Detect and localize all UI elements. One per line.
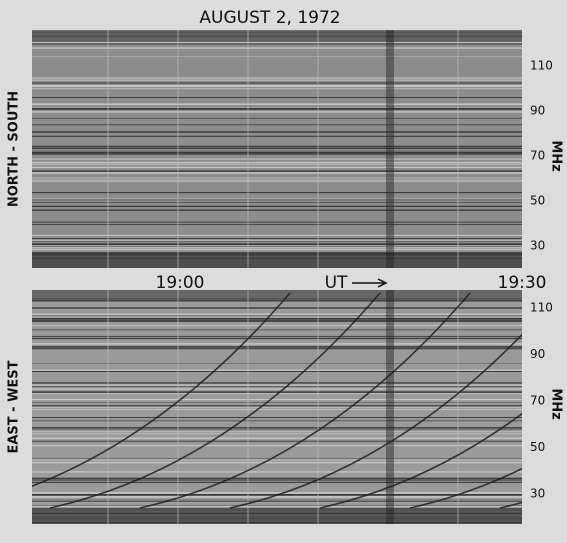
drift-track bbox=[409, 467, 522, 509]
tick-label: 50 bbox=[530, 194, 545, 208]
panel-north-south bbox=[32, 29, 522, 268]
tick-label: 30 bbox=[530, 239, 545, 253]
burst bbox=[386, 290, 394, 524]
axis-label: MHz bbox=[549, 140, 564, 171]
figure-title: AUGUST 2, 1972 bbox=[199, 8, 340, 28]
drift-track bbox=[32, 292, 291, 487]
tick-label: 70 bbox=[530, 149, 545, 163]
time-axis-label: UT bbox=[325, 273, 348, 293]
tick-label: 30 bbox=[530, 487, 545, 501]
tick-label: 70 bbox=[530, 394, 545, 408]
tick-label: 90 bbox=[530, 347, 545, 361]
time-label: 19:30 bbox=[498, 273, 547, 293]
drift-track bbox=[139, 292, 471, 509]
band bbox=[32, 252, 522, 268]
drift-track bbox=[229, 333, 522, 509]
arrow bbox=[352, 278, 388, 288]
tick-label: 90 bbox=[530, 104, 545, 118]
drift-track bbox=[49, 292, 381, 509]
axis-label: MHz bbox=[549, 388, 564, 419]
panel-label: EAST - WEST bbox=[7, 360, 22, 453]
tick-label: 50 bbox=[530, 440, 545, 454]
time-label: 19:00 bbox=[156, 273, 205, 293]
panel-label: NORTH - SOUTH bbox=[7, 91, 22, 207]
tick-label: 110 bbox=[530, 59, 553, 73]
band bbox=[32, 508, 522, 524]
burst bbox=[386, 30, 394, 268]
band bbox=[32, 30, 522, 42]
band bbox=[32, 290, 522, 302]
drift-track bbox=[319, 412, 522, 509]
tick-label: 110 bbox=[530, 301, 553, 315]
panel-east-west bbox=[32, 290, 522, 524]
